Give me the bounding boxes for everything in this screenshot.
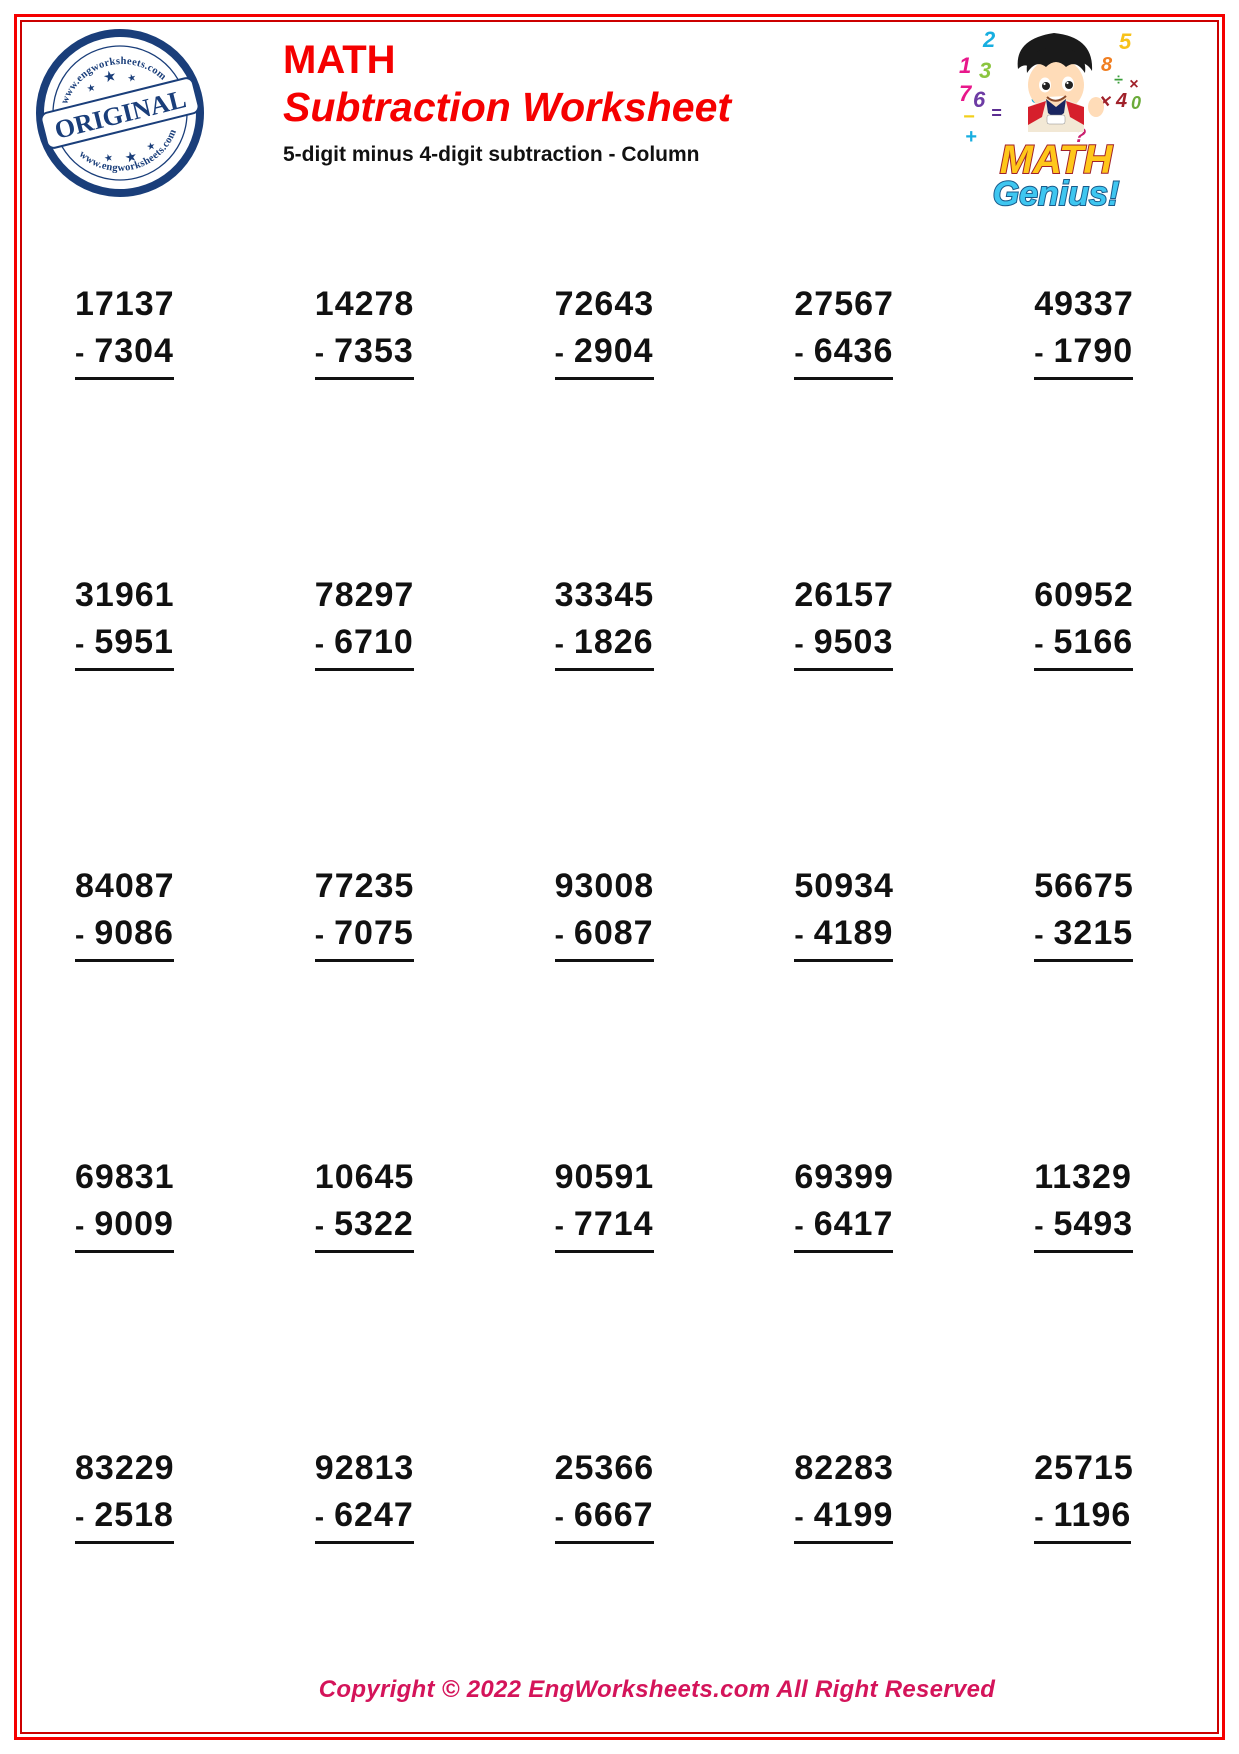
svg-text:1: 1 <box>959 53 971 78</box>
svg-text:7: 7 <box>959 81 973 106</box>
svg-text:2: 2 <box>982 27 996 52</box>
svg-text:★: ★ <box>126 72 137 85</box>
svg-text:★: ★ <box>123 147 139 166</box>
svg-text:0: 0 <box>1131 93 1141 113</box>
svg-text:−: − <box>963 106 975 128</box>
svg-text:+: + <box>965 126 977 148</box>
svg-text:★: ★ <box>101 67 118 87</box>
svg-text:×: × <box>1129 76 1138 93</box>
svg-text:Genius!: Genius! <box>993 175 1120 213</box>
svg-text:=: = <box>991 103 1002 123</box>
svg-text:★: ★ <box>86 82 97 95</box>
svg-text:5: 5 <box>1119 29 1132 54</box>
svg-text:4: 4 <box>1115 90 1127 112</box>
svg-text:3: 3 <box>979 58 991 83</box>
svg-text:6: 6 <box>973 87 986 112</box>
svg-text:★: ★ <box>103 152 114 165</box>
svg-text:÷: ÷ <box>1114 72 1123 89</box>
svg-text:★: ★ <box>145 141 156 154</box>
svg-text:8: 8 <box>1101 54 1113 76</box>
